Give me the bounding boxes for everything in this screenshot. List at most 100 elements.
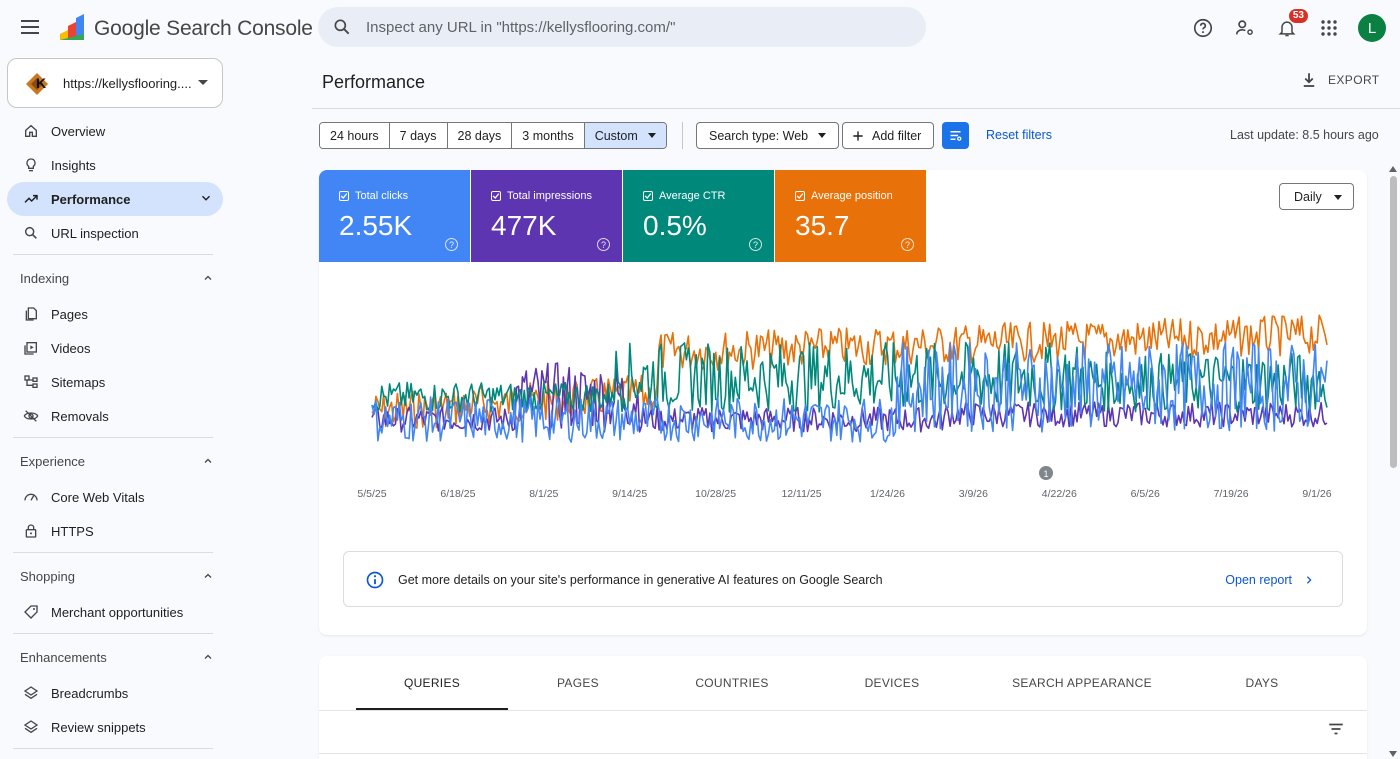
sidebar-item-label: Breadcrumbs — [51, 685, 129, 701]
section-indexing[interactable]: Indexing — [0, 259, 230, 297]
open-report-link[interactable]: Open report — [1225, 573, 1314, 587]
sidebar-item-review-snippets[interactable]: Review snippets — [7, 710, 223, 744]
scroll-thumb[interactable] — [1390, 176, 1397, 468]
product-name[interactable]: Google Search Console — [94, 17, 313, 40]
date-range-7-days[interactable]: 7 days — [389, 123, 448, 148]
url-inspect-input[interactable] — [366, 15, 906, 39]
chevron-up-icon[interactable] — [202, 455, 214, 467]
checkbox-checked-icon[interactable] — [643, 191, 653, 201]
help-icon[interactable] — [1190, 15, 1216, 41]
scroll-up-arrow-icon[interactable] — [1389, 166, 1397, 172]
url-inspect-search[interactable] — [318, 7, 926, 47]
sidebar-item-label: URL inspection — [51, 225, 139, 241]
sidebar-item-breadcrumbs[interactable]: Breadcrumbs — [7, 676, 223, 710]
section-title: Experience — [20, 453, 86, 469]
dropdown-arrow-icon — [647, 133, 656, 138]
info-icon — [366, 571, 384, 589]
metric-average-ctr[interactable]: Average CTR 0.5% ? — [623, 170, 774, 262]
top-bar: Google Search Console 53 L — [0, 0, 1400, 56]
chevron-up-icon[interactable] — [202, 651, 214, 663]
help-icon[interactable]: ? — [445, 238, 458, 251]
home-icon — [21, 121, 41, 141]
svg-text:K: K — [36, 75, 46, 91]
date-range-28-days[interactable]: 28 days — [447, 123, 513, 148]
apps-grid-icon[interactable] — [1316, 15, 1342, 41]
section-experience[interactable]: Experience — [0, 442, 230, 480]
metric-total-clicks[interactable]: Total clicks 2.55K ? — [319, 170, 470, 262]
metric-value: 0.5% — [643, 210, 707, 241]
metric-total-impressions[interactable]: Total impressions 477K ? — [471, 170, 622, 262]
reset-filters-link[interactable]: Reset filters — [986, 128, 1052, 142]
filter-rows-icon[interactable] — [1327, 720, 1345, 738]
search-type-dropdown[interactable]: Search type: Web — [696, 122, 840, 149]
date-range-24-hours[interactable]: 24 hours — [320, 123, 390, 148]
annotation-label: 1 — [1043, 469, 1048, 479]
x-tick-label: 12/11/25 — [781, 488, 821, 500]
checkbox-checked-icon[interactable] — [339, 191, 349, 201]
sidebar-item-performance[interactable]: Performance — [7, 182, 223, 216]
section-shopping[interactable]: Shopping — [0, 557, 230, 595]
sidebar-item-url-inspection[interactable]: URL inspection — [7, 216, 223, 250]
chevron-up-icon[interactable] — [202, 570, 214, 582]
checkbox-checked-icon[interactable] — [795, 191, 805, 201]
plus-icon — [853, 130, 863, 141]
speed-icon — [21, 487, 41, 507]
metric-label: Average CTR — [659, 190, 726, 202]
export-button[interactable]: EXPORT — [1300, 71, 1380, 89]
metric-value: 477K — [491, 210, 557, 241]
sidebar-item-insights[interactable]: Insights — [7, 148, 223, 182]
sidebar-item-removals[interactable]: Removals — [7, 399, 223, 433]
nav-divider — [13, 254, 213, 255]
x-tick-label: 10/28/25 — [695, 488, 736, 500]
tab-queries[interactable]: QUERIES — [356, 656, 508, 710]
date-range-custom[interactable]: Custom — [584, 123, 666, 148]
sidebar-item-https[interactable]: HTTPS — [7, 514, 223, 548]
tab-pages[interactable]: PAGES — [557, 676, 599, 690]
metric-value: 35.7 — [795, 210, 850, 241]
granularity-dropdown[interactable]: Daily — [1279, 183, 1354, 210]
sidebar-item-label: Sitemaps — [51, 374, 106, 390]
account-avatar[interactable]: L — [1358, 14, 1386, 42]
dropdown-arrow-icon — [1334, 195, 1342, 200]
tab-days[interactable]: DAYS — [1245, 676, 1279, 690]
page-scrollbar[interactable] — [1387, 164, 1400, 759]
dimension-tabs-card: QUERIES PAGES COUNTRIES DEVICES SEARCH A… — [319, 656, 1367, 759]
metric-label: Average position — [811, 190, 893, 202]
search-icon — [334, 19, 350, 35]
add-filter-button[interactable]: Add filter — [842, 122, 935, 149]
x-tick-label: 1/24/26 — [870, 488, 905, 500]
lightbulb-icon — [21, 155, 41, 175]
date-range-3-months[interactable]: 3 months — [512, 123, 585, 148]
scroll-down-arrow-icon[interactable] — [1389, 751, 1397, 757]
checkbox-checked-icon[interactable] — [491, 191, 501, 201]
search-console-logo-icon — [60, 14, 84, 40]
tab-devices[interactable]: DEVICES — [864, 676, 920, 690]
sidebar-item-core-web-vitals[interactable]: Core Web Vitals — [7, 480, 223, 514]
tab-search-appearance[interactable]: SEARCH APPEARANCE — [1012, 676, 1152, 690]
filter-settings-button[interactable] — [942, 122, 969, 149]
chevron-down-icon[interactable] — [199, 191, 213, 205]
metric-average-position[interactable]: Average position 35.7 ? — [775, 170, 926, 262]
last-update-text: Last update: 8.5 hours ago — [1230, 128, 1379, 142]
annotation-marker[interactable]: 1 — [1039, 466, 1053, 480]
performance-line-chart[interactable]: 5/5/25 6/18/25 8/1/25 9/14/25 10/28/25 12/11/… — [319, 262, 1367, 512]
tab-countries[interactable]: COUNTRIES — [695, 676, 769, 690]
help-icon[interactable]: ? — [901, 238, 914, 251]
property-selector[interactable]: K https://kellysflooring.... — [7, 58, 223, 108]
notifications-icon[interactable]: 53 — [1274, 9, 1308, 41]
sidebar-item-pages[interactable]: Pages — [7, 297, 223, 331]
help-icon[interactable]: ? — [597, 238, 610, 251]
help-icon[interactable]: ? — [749, 238, 762, 251]
sidebar-item-videos[interactable]: Videos — [7, 331, 223, 365]
sidebar-item-overview[interactable]: Overview — [7, 114, 223, 148]
video-icon — [21, 338, 41, 358]
x-tick-label: 6/5/26 — [1131, 488, 1160, 500]
nav-divider — [13, 633, 213, 634]
manage-users-icon[interactable] — [1232, 15, 1258, 41]
sidebar-item-label: Merchant opportunities — [51, 604, 184, 620]
sidebar-item-sitemaps[interactable]: Sitemaps — [7, 365, 223, 399]
chevron-up-icon[interactable] — [202, 272, 214, 284]
main-menu-icon[interactable] — [18, 16, 42, 40]
sidebar-item-merchant-opportunities[interactable]: Merchant opportunities — [7, 595, 223, 629]
section-enhancements[interactable]: Enhancements — [0, 638, 230, 676]
